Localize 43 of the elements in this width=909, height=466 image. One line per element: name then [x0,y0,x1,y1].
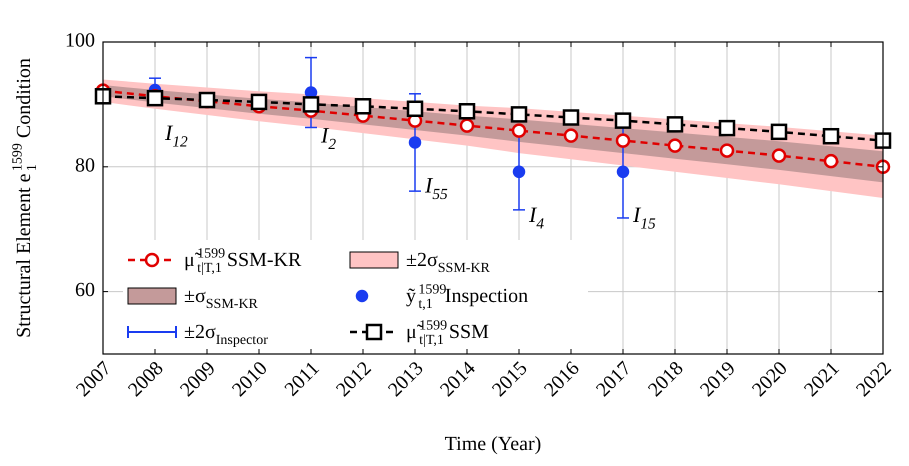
legend-label: μ̃$^{1599}$$_{t|T,1}$ SSM-KR [184,246,302,276]
y-tick-label: 60 [75,279,95,302]
point [616,133,630,148]
point [94,88,112,105]
y-tick-label: 100 [65,30,95,52]
point [302,96,320,113]
point [562,109,580,126]
point [824,154,838,168]
point [720,143,734,158]
point [512,166,526,178]
legend-label: ±σ$_{SSM-KR}$ [184,285,259,312]
point [458,103,476,120]
annotation: I$_{4}$ [528,202,544,232]
legend-label: ỹ$^{1599}$$_{t,1}$ Inspection [406,282,528,312]
annotation: I$_{12}$ [164,120,188,151]
point [666,116,684,133]
point [822,128,840,144]
point [564,128,578,143]
x-tick-label: 2011 [280,357,324,401]
point [876,160,890,174]
annotation: I$_{2}$ [320,122,336,154]
point [406,100,424,118]
annotation: ±2σ$_{Inspector}$ [184,321,268,348]
point [354,98,372,115]
point [874,132,892,149]
point [772,148,786,163]
legend-label: ±2σ$_{SSM-KR}$ [406,249,491,276]
annotation: I$_{15}$ [632,202,656,232]
y-tick-label: 80 [75,154,95,176]
point [510,106,528,123]
point [250,94,268,110]
point [614,112,632,129]
point [198,92,216,108]
point [616,166,630,178]
point [770,124,788,140]
point [460,118,474,133]
x-axis-title: Time (Year) [444,433,542,455]
point [408,136,422,149]
annotation: I$_{55}$ [424,172,448,204]
legend-label: μ̃$^{1599}$$_{t|T,1}$ SSM [406,318,490,348]
point [668,138,682,153]
point [718,120,736,136]
point [512,123,526,138]
